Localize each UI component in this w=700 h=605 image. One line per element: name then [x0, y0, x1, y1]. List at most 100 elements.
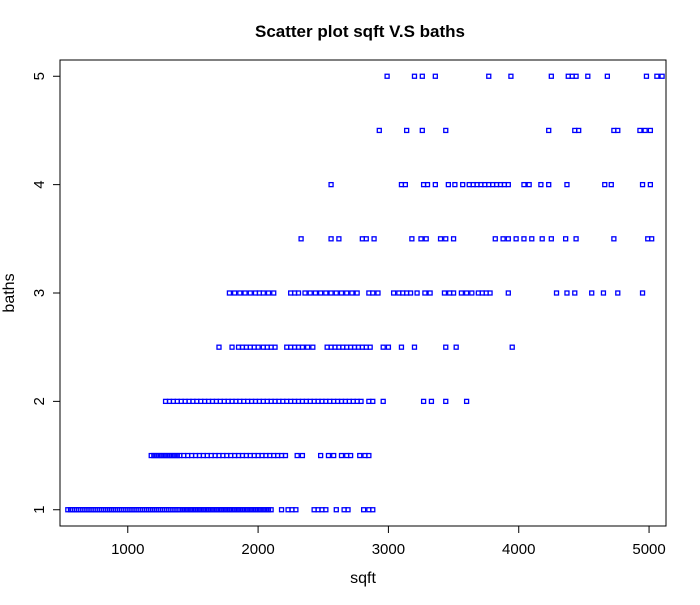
data-point — [437, 236, 444, 242]
data-point — [418, 236, 424, 242]
data-point — [345, 507, 351, 513]
data-point — [463, 290, 470, 296]
data-point — [247, 290, 253, 296]
data-point — [573, 236, 579, 242]
data-point — [443, 236, 449, 242]
y-tick-label: 3 — [31, 289, 48, 297]
data-point — [564, 290, 570, 296]
data-point — [376, 127, 382, 134]
data-point — [265, 290, 272, 296]
data-point — [375, 290, 381, 296]
y-tick-label: 4 — [31, 180, 48, 188]
x-tick-label: 4000 — [502, 541, 535, 558]
data-point — [242, 290, 248, 296]
data-point — [336, 236, 342, 242]
data-point — [385, 344, 392, 350]
data-point — [589, 290, 595, 296]
data-point — [529, 236, 535, 242]
data-point — [521, 236, 527, 242]
data-point — [371, 236, 377, 242]
data-point — [432, 181, 438, 188]
data-point — [526, 181, 532, 188]
data-point — [323, 507, 329, 513]
data-point — [354, 290, 360, 296]
y-axis-label: baths — [1, 273, 18, 312]
data-point — [367, 344, 373, 350]
data-point — [458, 290, 465, 296]
data-point — [409, 236, 415, 242]
data-point — [333, 290, 339, 296]
data-point — [293, 507, 299, 513]
x-axis: 1000 2000 3000 4000 5000 — [111, 525, 666, 558]
data-point — [441, 290, 448, 296]
data-point — [380, 398, 386, 405]
data-point — [611, 236, 617, 242]
data-point — [443, 344, 449, 350]
data-point — [370, 290, 376, 296]
data-point — [600, 290, 607, 296]
data-point — [237, 290, 243, 296]
data-point — [538, 181, 544, 188]
data-point — [384, 73, 390, 79]
data-point — [649, 236, 655, 242]
data-point — [349, 290, 355, 296]
data-point — [361, 507, 367, 513]
data-point — [328, 236, 334, 242]
data-point — [585, 73, 591, 79]
data-point — [548, 236, 554, 242]
data-point — [615, 127, 621, 134]
data-point — [546, 127, 552, 134]
data-point — [505, 236, 511, 242]
data-point — [637, 127, 643, 134]
data-point — [255, 344, 261, 350]
data-point — [487, 290, 493, 296]
data-point — [427, 290, 433, 296]
data-point — [366, 452, 372, 459]
data-point — [282, 452, 289, 459]
data-point — [424, 181, 431, 188]
x-tick-label: 5000 — [632, 541, 665, 558]
data-point — [272, 344, 278, 350]
data-point — [604, 73, 611, 79]
chart-title: Scatter plot sqft V.S baths — [255, 22, 465, 41]
data-point — [420, 398, 427, 405]
data-point — [521, 181, 527, 188]
data-point — [615, 290, 621, 296]
data-point — [647, 127, 654, 134]
data-point — [317, 452, 324, 459]
data-point — [463, 398, 470, 405]
data-point — [639, 290, 646, 296]
data-point — [450, 236, 457, 242]
data-point — [338, 452, 345, 459]
data-point — [572, 290, 578, 296]
x-tick-label: 3000 — [372, 541, 405, 558]
y-axis: 1 2 3 4 5 — [31, 72, 61, 514]
x-tick-label: 1000 — [111, 541, 144, 558]
data-point — [370, 398, 376, 405]
data-point — [642, 127, 648, 134]
data-point — [328, 181, 334, 188]
data-point — [312, 290, 319, 296]
data-point — [546, 181, 552, 188]
data-point — [216, 344, 222, 350]
data-point — [602, 181, 608, 188]
data-point — [450, 290, 457, 296]
data-point — [317, 290, 324, 296]
data-point — [443, 398, 449, 405]
data-point — [423, 236, 429, 242]
y-tick-label: 2 — [31, 397, 48, 405]
data-point — [659, 73, 665, 79]
data-point — [643, 73, 650, 79]
data-point — [414, 290, 420, 296]
data-point — [294, 452, 300, 459]
data-point — [229, 344, 235, 350]
data-point — [564, 181, 570, 188]
data-point — [295, 290, 302, 296]
data-point — [505, 290, 511, 296]
data-point — [331, 452, 337, 459]
data-point — [419, 127, 425, 134]
data-point — [404, 127, 410, 134]
data-point — [647, 181, 654, 188]
data-point — [500, 236, 506, 242]
data-point — [298, 236, 304, 242]
